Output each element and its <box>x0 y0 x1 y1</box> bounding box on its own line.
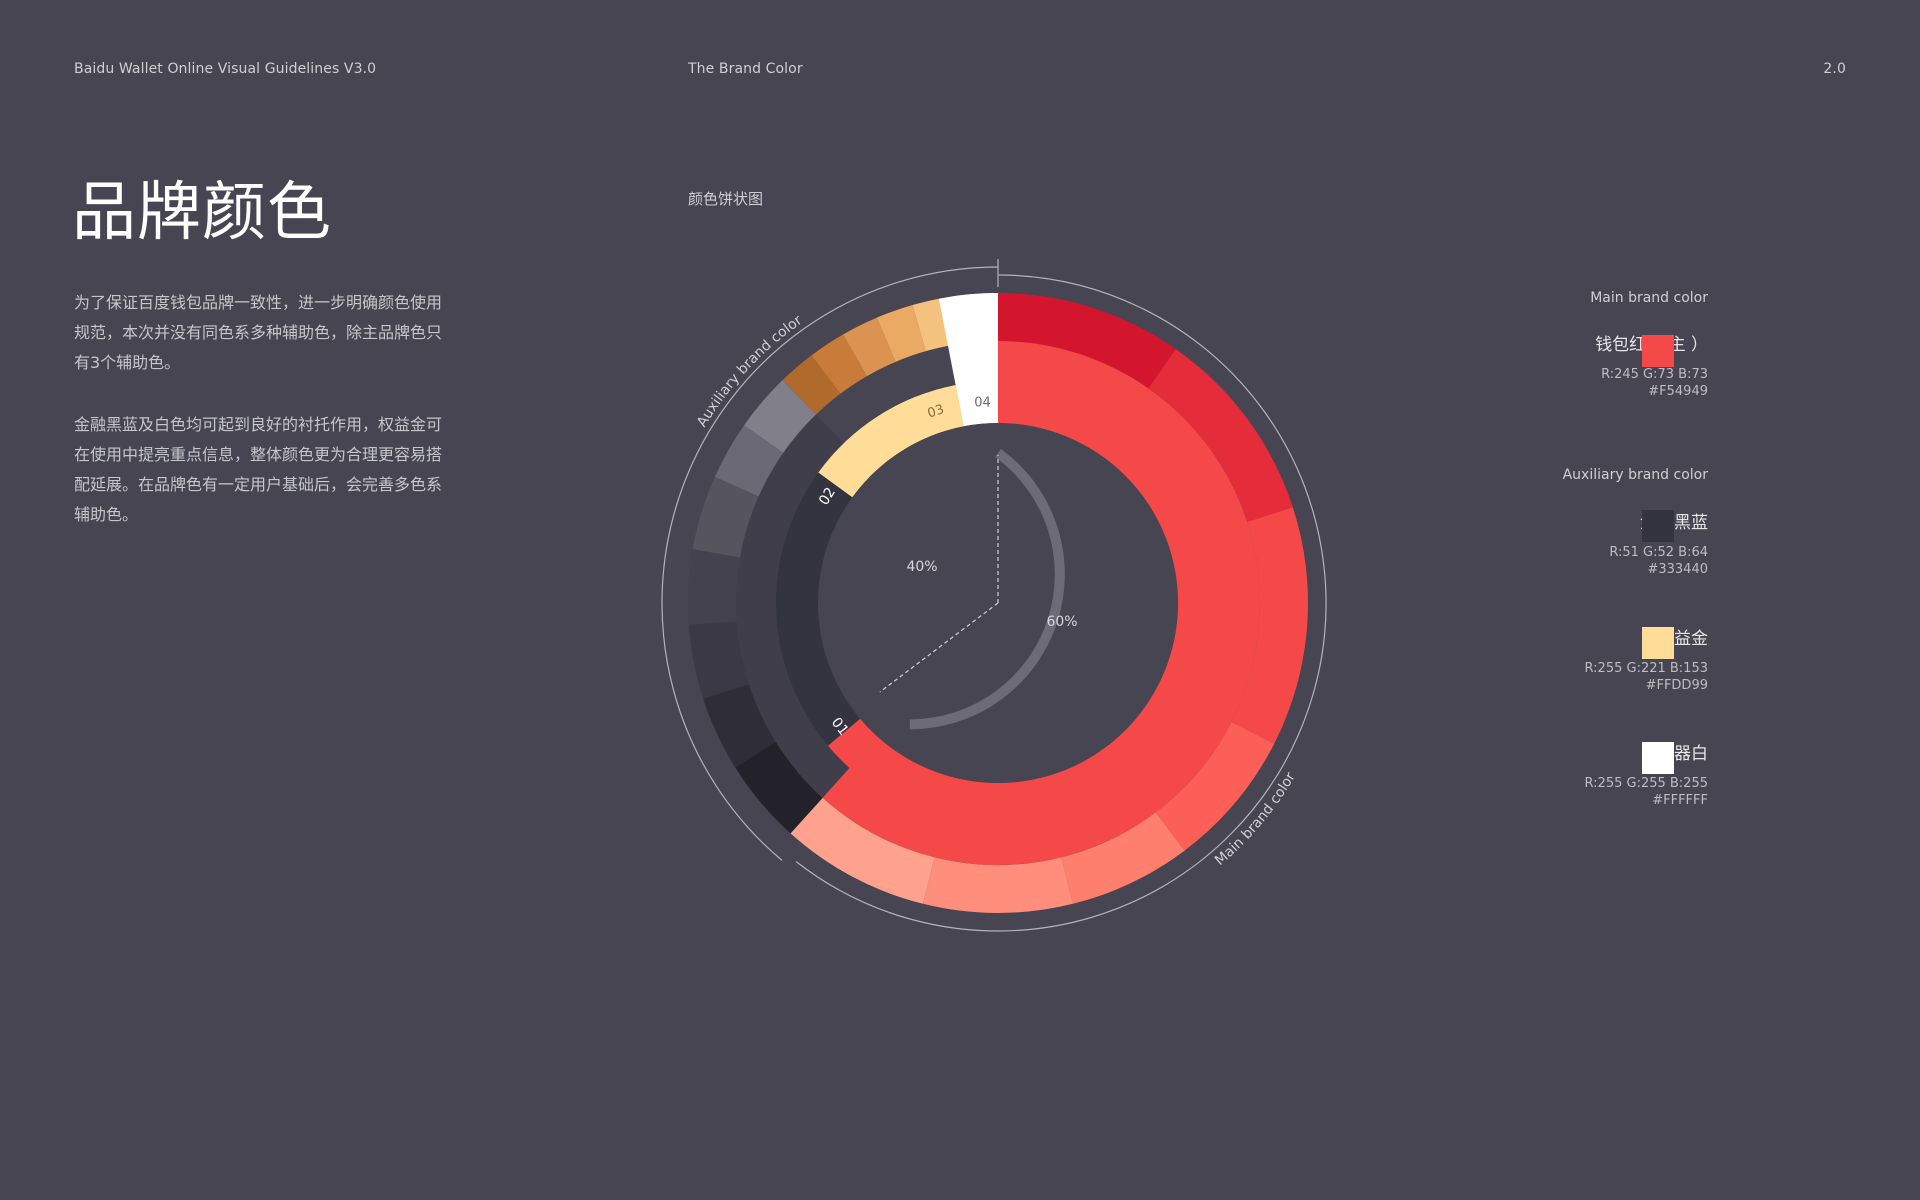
outer-ring-wedge <box>692 476 759 558</box>
legend-main-heading: Main brand color <box>1590 290 1708 306</box>
chart-decor <box>661 259 1327 932</box>
outer-ring <box>688 293 1309 913</box>
outer-ring-wedge <box>735 741 823 834</box>
page-title: 品牌颜色 <box>72 176 332 250</box>
chart-caption: 颜色饼状图 <box>688 190 764 208</box>
main-guide-arc <box>795 274 1327 932</box>
white-wedge <box>938 293 998 427</box>
legend-rgb: R:51 G:52 B:64 <box>1609 545 1708 560</box>
legend-hex: #F54949 <box>1648 384 1708 399</box>
outer-ring-wedge <box>688 549 740 625</box>
outer-ring-wedge <box>703 683 776 768</box>
legend-rgb: R:255 G:255 B:255 <box>1584 776 1708 791</box>
outer-ring-wedge <box>714 425 784 497</box>
outer-ring-wedge <box>1231 507 1309 744</box>
aux-guide-arc <box>661 266 999 861</box>
outer-ring-wedge <box>998 293 1176 389</box>
header-doc-title: Baidu Wallet Online Visual Guidelines V3… <box>74 61 377 77</box>
swatch-white <box>1642 742 1674 774</box>
detail-paragraph: 金融黑蓝及白色均可起到良好的衬托作用，权益金可在使用中提亮重点信息，整体颜色更为… <box>74 415 443 524</box>
legend-rgb: R:255 G:221 B:153 <box>1584 661 1708 676</box>
outer-ring-wedge <box>790 797 935 904</box>
header-page-number: 2.0 <box>1823 61 1846 77</box>
ring-label-03: 03 <box>926 402 946 421</box>
legend-hex: #FFDD99 <box>1645 678 1708 693</box>
swatch-finance-blue <box>1642 510 1674 542</box>
center-label-40: 40% <box>906 559 937 575</box>
gold-band <box>818 385 964 498</box>
outer-ring-wedge <box>1061 812 1185 904</box>
progress-arc <box>909 448 1065 730</box>
header-section-title: The Brand Color <box>688 61 803 77</box>
center-label-60: 60% <box>1046 614 1077 630</box>
outer-ring-wedge <box>811 334 867 394</box>
intro-paragraph: 为了保证百度钱包品牌一致性，进一步明确颜色使用规范，本次并没有同色系多种辅助色，… <box>74 293 443 372</box>
swatch-wallet-red <box>1642 335 1674 367</box>
swatch-gold <box>1642 627 1674 659</box>
finance-band <box>776 472 861 746</box>
outer-ring-wedge <box>782 355 841 415</box>
finance-outer-band <box>736 414 850 798</box>
legend-aux-heading: Auxiliary brand color <box>1562 467 1708 483</box>
outer-ring-wedge <box>876 305 926 362</box>
outer-ring-wedge <box>1148 349 1293 523</box>
middle-ring <box>736 341 1260 865</box>
red-band <box>797 341 1260 865</box>
ring-label-04: 04 <box>974 395 991 410</box>
divider-line <box>879 602 999 693</box>
outer-ring-wedge <box>923 857 1073 913</box>
outer-ring-wedge <box>688 621 749 699</box>
outer-ring-wedge <box>843 317 896 377</box>
legend-rgb: R:245 G:73 B:73 <box>1601 367 1708 382</box>
outer-ring-wedge <box>744 380 816 453</box>
legend-hex: #333440 <box>1647 562 1708 577</box>
legend-hex: #FFFFFF <box>1652 793 1708 808</box>
outer-ring-wedge <box>1155 721 1275 851</box>
ring-label-02: 02 <box>816 485 839 509</box>
